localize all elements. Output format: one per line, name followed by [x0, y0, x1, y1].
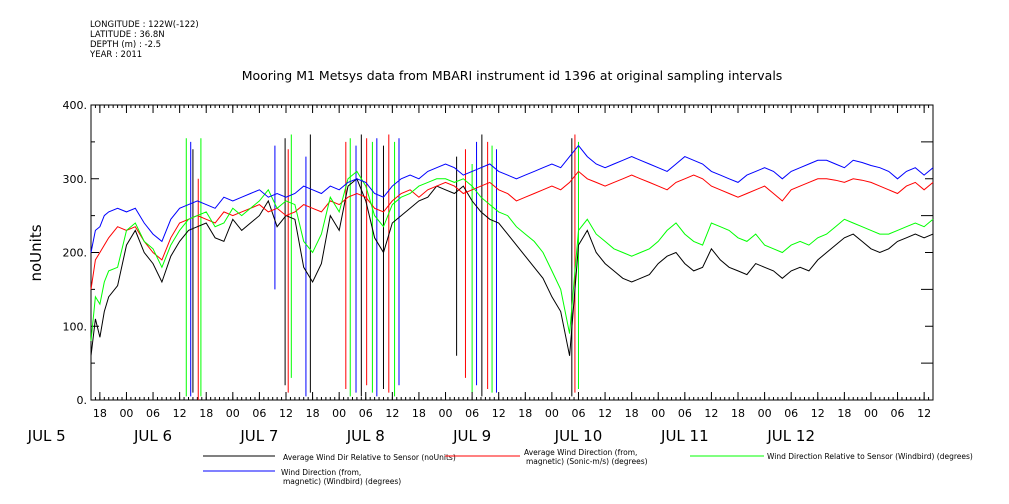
x-date-label: JUL 8	[346, 427, 385, 445]
latitude-text: LATITUDE : 36.8N	[90, 30, 165, 40]
x-hour-label: 00	[864, 407, 878, 420]
x-date-label: JUL 5	[27, 427, 66, 445]
x-hour-label: 06	[784, 407, 798, 420]
series-line	[90, 170, 934, 290]
x-hour-label: 12	[492, 407, 506, 420]
x-hour-label: 18	[625, 407, 639, 420]
x-hour-label: 12	[704, 407, 718, 420]
x-hour-label: 00	[545, 407, 559, 420]
year-text: YEAR : 2011	[90, 50, 143, 60]
y-tick-label: 100.	[63, 320, 88, 333]
y-axis: 0. 100. 200. 300. 400.	[63, 99, 933, 407]
y-tick-label: 300.	[63, 173, 88, 186]
depth-text: DEPTH (m) : -2.5	[90, 40, 162, 50]
series-line	[90, 177, 934, 356]
x-hour-label: 18	[731, 407, 745, 420]
y-tick-label: 0.	[77, 394, 88, 407]
x-hour-label: 18	[412, 407, 426, 420]
x-axis: 18 00 06 12 18 00 06 12 18 00 06 12 18 00 06 12 18 00 06 12…	[27, 105, 931, 445]
x-date-label: JUL 10	[554, 427, 603, 445]
x-hour-label: 06	[465, 407, 479, 420]
x-hour-label: 00	[332, 407, 346, 420]
x-hour-label: 18	[199, 407, 213, 420]
plot-frame	[90, 104, 934, 401]
x-hour-label: 12	[279, 407, 293, 420]
x-hour-label: 00	[651, 407, 665, 420]
x-hour-label: 06	[359, 407, 373, 420]
y-tick-label: 400.	[63, 99, 88, 112]
legend-text: Wind Direction (from,	[281, 468, 361, 477]
legend-text: Average Wind Dir Relative to Sensor (noU…	[283, 453, 456, 462]
series-line	[90, 170, 934, 342]
x-hour-label: 12	[917, 407, 931, 420]
y-axis-label: noUnits	[27, 224, 45, 281]
x-date-label: JUL 6	[133, 427, 172, 445]
metadata-block: LONGITUDE : 122W(-122) LATITUDE : 36.8N …	[90, 20, 199, 60]
dropout-spikes	[185, 134, 579, 400]
legend-text-line2: magnetic) (Windbird) (degrees)	[283, 477, 401, 486]
longitude-text: LONGITUDE : 122W(-122)	[90, 20, 199, 30]
legend-text: Average Wind Direction (from,	[524, 448, 637, 457]
x-hour-label: 12	[598, 407, 612, 420]
x-hour-label: 06	[252, 407, 266, 420]
x-hour-label: 00	[758, 407, 772, 420]
series-lines	[90, 144, 934, 356]
x-hour-label: 12	[385, 407, 399, 420]
x-date-label: JUL 9	[452, 427, 491, 445]
x-hour-label: 06	[891, 407, 905, 420]
x-hour-label: 06	[571, 407, 585, 420]
x-hour-label: 06	[146, 407, 160, 420]
x-hour-label: 00	[119, 407, 133, 420]
legend-text: Wind Direction Relative to Sensor (Windb…	[767, 452, 973, 461]
x-date-label: JUL 7	[239, 427, 278, 445]
x-hour-label: 18	[93, 407, 107, 420]
x-date-label: JUL 12	[766, 427, 815, 445]
x-hour-label: 12	[173, 407, 187, 420]
series-line	[90, 144, 934, 253]
x-hour-label: 18	[837, 407, 851, 420]
x-hour-label: 00	[226, 407, 240, 420]
x-date-label: JUL 11	[660, 427, 709, 445]
x-hour-label: 12	[811, 407, 825, 420]
x-hour-label: 06	[678, 407, 692, 420]
legend: Average Wind Dir Relative to Sensor (noU…	[203, 448, 973, 486]
y-tick-label: 200.	[63, 247, 88, 260]
chart-title: Mooring M1 Metsys data from MBARI instru…	[242, 68, 783, 83]
x-hour-label: 00	[439, 407, 453, 420]
minor-ticks	[90, 105, 934, 400]
x-hour-label: 18	[518, 407, 532, 420]
x-hour-label: 18	[306, 407, 320, 420]
legend-text-line2: magnetic) (Sonic-m/s) (degrees)	[526, 457, 648, 466]
